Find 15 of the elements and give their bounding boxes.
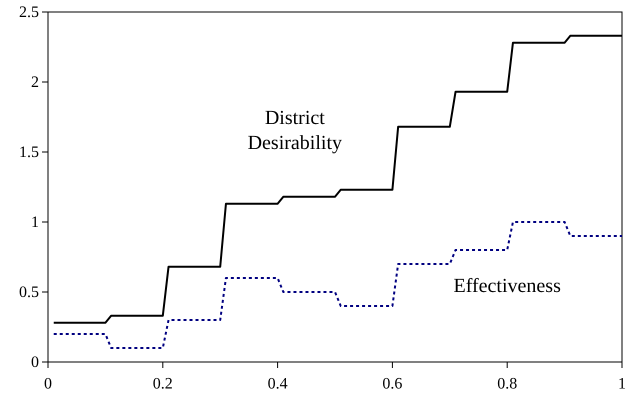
x-tick-label: 0.8 [497,376,518,393]
y-tick-label: 2 [31,74,39,92]
y-tick-label: 1 [31,214,39,232]
y-tick-label: 0.5 [19,284,39,302]
y-tick-label: 2.5 [19,4,39,22]
x-tick-label: 0.4 [268,376,288,393]
series-label: Effectiveness [454,275,562,297]
y-tick-label: 0 [31,354,39,372]
x-tick-label: 0.6 [382,376,402,393]
x-tick-label: 0 [44,376,52,393]
x-tick-label: 1 [618,376,626,393]
line-series [52,221,623,349]
y-tick-label: 1.5 [19,144,39,162]
series-label: District Desirability [248,107,342,154]
x-tick-label: 0.2 [152,376,173,393]
